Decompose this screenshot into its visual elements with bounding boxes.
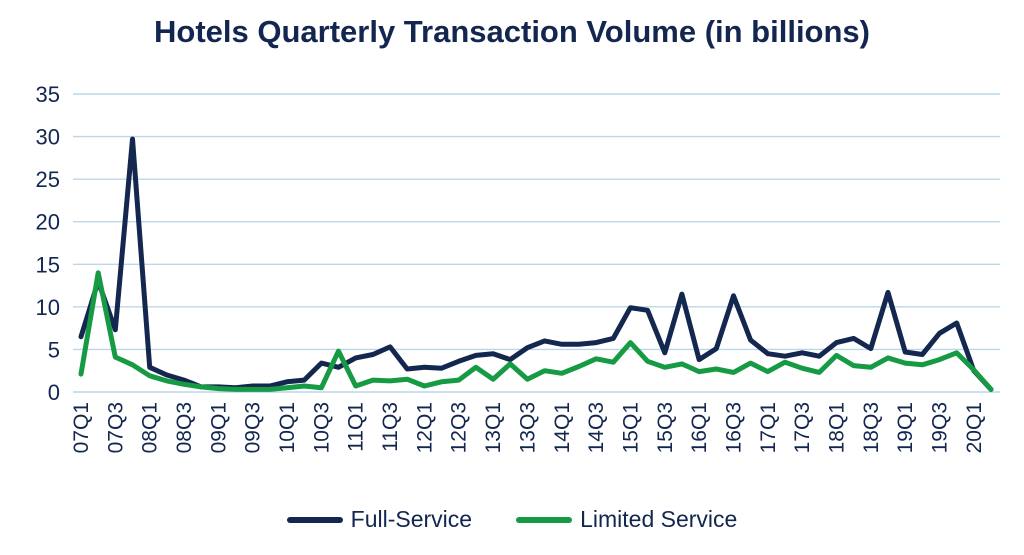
legend-swatch	[516, 516, 573, 523]
y-axis-ticks: 0 5 10 15 20 25 30 35	[36, 82, 60, 405]
y-tick-label: 10	[36, 295, 60, 320]
x-tick-label: 08Q1	[139, 402, 162, 453]
x-tick-label: 07Q3	[104, 402, 127, 453]
legend-item: Limited Service	[516, 506, 737, 533]
x-tick-label: 14Q3	[585, 402, 608, 453]
x-tick-label: 14Q1	[551, 402, 574, 453]
x-tick-label: 07Q1	[70, 402, 93, 453]
y-tick-label: 20	[36, 210, 60, 235]
gridlines	[73, 93, 1000, 393]
legend-label: Limited Service	[580, 506, 738, 532]
x-axis-ticks: 07Q1 07Q3 08Q1 08Q3 09Q1 09Q3 10Q1 10Q3 11Q1 11Q3…	[70, 402, 986, 453]
x-tick-label: 18Q3	[860, 402, 883, 453]
y-tick-label: 25	[36, 167, 60, 192]
legend: Full-Service Limited Service	[0, 506, 1024, 533]
x-tick-label: 10Q3	[310, 402, 333, 453]
y-tick-label: 35	[36, 82, 60, 107]
x-tick-label: 15Q1	[619, 402, 642, 453]
y-tick-label: 15	[36, 252, 60, 277]
x-tick-label: 17Q3	[791, 402, 814, 453]
y-tick-label: 5	[48, 337, 60, 362]
x-tick-label: 12Q1	[413, 402, 436, 453]
series-line-limited-service	[78, 270, 994, 392]
x-tick-label: 15Q3	[654, 402, 677, 453]
y-tick-label: 0	[48, 380, 60, 405]
x-tick-label: 16Q1	[688, 402, 711, 453]
x-tick-label: 13Q3	[516, 402, 539, 453]
x-tick-label: 16Q3	[722, 402, 745, 453]
x-tick-label: 10Q1	[276, 402, 299, 453]
x-tick-label: 11Q3	[379, 402, 402, 452]
x-tick-label: 09Q3	[242, 402, 265, 453]
x-tick-label: 11Q1	[345, 402, 368, 452]
x-tick-label: 09Q1	[207, 402, 230, 453]
legend-item: Full-Service	[286, 506, 473, 533]
x-tick-label: 08Q3	[173, 402, 196, 453]
y-tick-label: 30	[36, 125, 60, 150]
legend-label: Full-Service	[350, 506, 473, 532]
x-tick-label: 19Q3	[928, 402, 951, 453]
series-lines	[78, 136, 994, 392]
x-tick-label: 20Q1	[963, 402, 986, 453]
x-tick-label: 18Q1	[825, 402, 848, 453]
x-tick-label: 17Q1	[757, 402, 780, 453]
x-tick-label: 19Q1	[894, 402, 917, 453]
legend-swatch	[286, 516, 343, 523]
x-tick-label: 13Q1	[482, 402, 505, 453]
x-tick-label: 12Q3	[448, 402, 471, 453]
chart-title: Hotels Quarterly Transaction Volume (in …	[154, 14, 870, 49]
